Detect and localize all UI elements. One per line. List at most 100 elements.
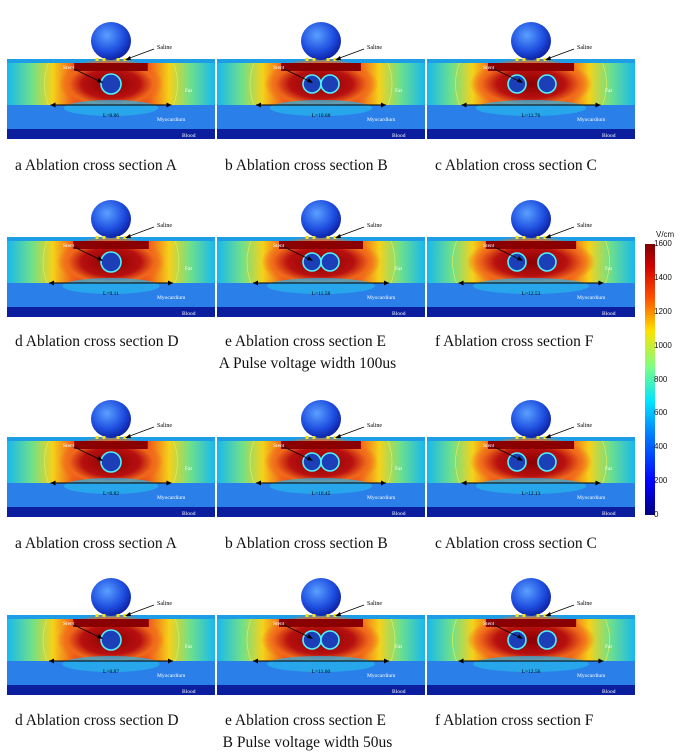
colorbar-tick: 400 xyxy=(654,442,668,452)
myocardium-label: Myocardium xyxy=(577,495,606,501)
saline-label: Saline xyxy=(367,601,382,607)
fat-label: Fat xyxy=(605,644,613,650)
panel-caption: b Ablation cross section B xyxy=(225,535,388,552)
colorbar-tick: 600 xyxy=(654,408,668,418)
blood-label: Blood xyxy=(182,689,196,695)
panel-caption: e Ablation cross section E xyxy=(225,712,386,729)
myocardium-label: Myocardium xyxy=(157,117,186,123)
length-label: L=8.86 xyxy=(103,113,119,119)
length-label: L=12.53 xyxy=(522,291,541,297)
myocardium-label: Myocardium xyxy=(157,495,186,501)
ablation-panel: Saline Stent Fat Myocardium Blood L=8.86 xyxy=(7,20,215,160)
length-label: L=10.45 xyxy=(312,491,331,497)
myocardium-label: Myocardium xyxy=(367,495,396,501)
myocardium-label: Myocardium xyxy=(577,673,606,679)
ablation-panel: Saline Stent Fat Myocardium Blood L=11.58 xyxy=(217,198,425,338)
blood-label: Blood xyxy=(392,311,406,317)
fat-label: Fat xyxy=(395,466,403,472)
stent-label: Stent xyxy=(273,65,285,71)
blood-label: Blood xyxy=(392,511,406,517)
colorbar-tick: 1600 xyxy=(654,239,672,248)
blood-label: Blood xyxy=(602,511,616,517)
colorbar xyxy=(645,244,655,515)
ablation-field-map: Saline Stent Fat Myocardium Blood L=11.58 xyxy=(217,200,425,317)
fat-label: Fat xyxy=(395,266,403,272)
length-label: L=12.13 xyxy=(522,491,541,497)
colorbar-tick: 0 xyxy=(654,510,659,519)
ablation-field-map: Saline Stent Fat Myocardium Blood L=11.76 xyxy=(427,22,635,139)
blood-label: Blood xyxy=(182,511,196,517)
ablation-field-map: Saline Stent Fat Myocardium Blood L=10.68 xyxy=(217,22,425,139)
length-label: L=8.82 xyxy=(103,491,119,497)
ablation-panel: Saline Stent Fat Myocardium Blood L=10.68 xyxy=(217,20,425,160)
ablation-field-map: Saline Stent Fat Myocardium Blood L=12.13 xyxy=(427,400,635,517)
saline-label: Saline xyxy=(157,45,172,51)
ablation-panel: Saline Stent Fat Myocardium Blood L=8.87 xyxy=(7,576,215,716)
stent-label: Stent xyxy=(63,65,75,71)
panel-caption: b Ablation cross section B xyxy=(225,157,388,174)
ablation-panel: Saline Stent Fat Myocardium Blood L=12.13 xyxy=(427,398,635,538)
saline-label: Saline xyxy=(157,423,172,429)
colorbar-unit: V/cm xyxy=(656,230,675,239)
ablation-field-map: Saline Stent Fat Myocardium Blood L=9.11 xyxy=(7,200,215,317)
panel-caption: a Ablation cross section A xyxy=(15,157,177,174)
ablation-field-map: Saline Stent Fat Myocardium Blood L=8.82 xyxy=(7,400,215,517)
saline-label: Saline xyxy=(577,45,592,51)
length-label: L=11.76 xyxy=(522,113,541,119)
stent-label: Stent xyxy=(483,65,495,71)
ablation-field-map: Saline Stent Fat Myocardium Blood L=11.60 xyxy=(217,578,425,695)
fat-label: Fat xyxy=(395,644,403,650)
ablation-field-map: Saline Stent Fat Myocardium Blood L=10.45 xyxy=(217,400,425,517)
ablation-field-map: Saline Stent Fat Myocardium Blood L=12.53 xyxy=(427,200,635,317)
saline-label: Saline xyxy=(367,223,382,229)
stent-label: Stent xyxy=(483,621,495,627)
myocardium-label: Myocardium xyxy=(577,117,606,123)
myocardium-label: Myocardium xyxy=(367,295,396,301)
saline-label: Saline xyxy=(577,601,592,607)
ablation-panel: Saline Stent Fat Myocardium Blood L=12.53 xyxy=(427,198,635,338)
group-title-a: A Pulse voltage width 100us xyxy=(218,355,397,372)
colorbar-tick: 1400 xyxy=(654,272,672,282)
ablation-panel: Saline Stent Fat Myocardium Blood L=10.45 xyxy=(217,398,425,538)
colorbar-tick: 1000 xyxy=(654,340,672,350)
stent-label: Stent xyxy=(273,243,285,249)
fat-label: Fat xyxy=(185,466,193,472)
ablation-panel: Saline Stent Fat Myocardium Blood L=11.76 xyxy=(427,20,635,160)
blood-label: Blood xyxy=(602,133,616,139)
colorbar-gradient xyxy=(645,244,655,515)
length-label: L=8.87 xyxy=(103,669,119,675)
length-label: L=11.58 xyxy=(312,291,331,297)
fat-label: Fat xyxy=(605,266,613,272)
panel-caption: f Ablation cross section F xyxy=(435,333,594,350)
fat-label: Fat xyxy=(395,88,403,94)
stent-label: Stent xyxy=(483,443,495,449)
length-label: L=10.68 xyxy=(312,113,331,119)
stent-label: Stent xyxy=(273,621,285,627)
blood-label: Blood xyxy=(392,133,406,139)
colorbar-tick: 1200 xyxy=(654,306,672,316)
ablation-field-map: Saline Stent Fat Myocardium Blood L=8.86 xyxy=(7,22,215,139)
ablation-panel: Saline Stent Fat Myocardium Blood L=9.11 xyxy=(7,198,215,338)
stent-label: Stent xyxy=(273,443,285,449)
fat-label: Fat xyxy=(185,644,193,650)
blood-label: Blood xyxy=(182,133,196,139)
length-label: L=12.56 xyxy=(522,669,541,675)
panel-caption: d Ablation cross section D xyxy=(15,333,179,350)
blood-label: Blood xyxy=(392,689,406,695)
fat-label: Fat xyxy=(605,466,613,472)
ablation-panel: Saline Stent Fat Myocardium Blood L=12.56 xyxy=(427,576,635,716)
myocardium-label: Myocardium xyxy=(367,117,396,123)
group-title-b: B Pulse voltage width 50us xyxy=(222,734,393,751)
saline-label: Saline xyxy=(157,223,172,229)
panel-caption: a Ablation cross section A xyxy=(15,535,177,552)
panel-caption: c Ablation cross section C xyxy=(435,535,597,552)
stent-label: Stent xyxy=(63,243,75,249)
ablation-panel: Saline Stent Fat Myocardium Blood L=11.60 xyxy=(217,576,425,716)
colorbar-tick: 200 xyxy=(654,476,668,486)
myocardium-label: Myocardium xyxy=(157,295,186,301)
myocardium-label: Myocardium xyxy=(367,673,396,679)
saline-label: Saline xyxy=(367,45,382,51)
length-label: L=11.60 xyxy=(312,669,331,675)
ablation-panel: Saline Stent Fat Myocardium Blood L=8.82 xyxy=(7,398,215,538)
stent-label: Stent xyxy=(483,243,495,249)
